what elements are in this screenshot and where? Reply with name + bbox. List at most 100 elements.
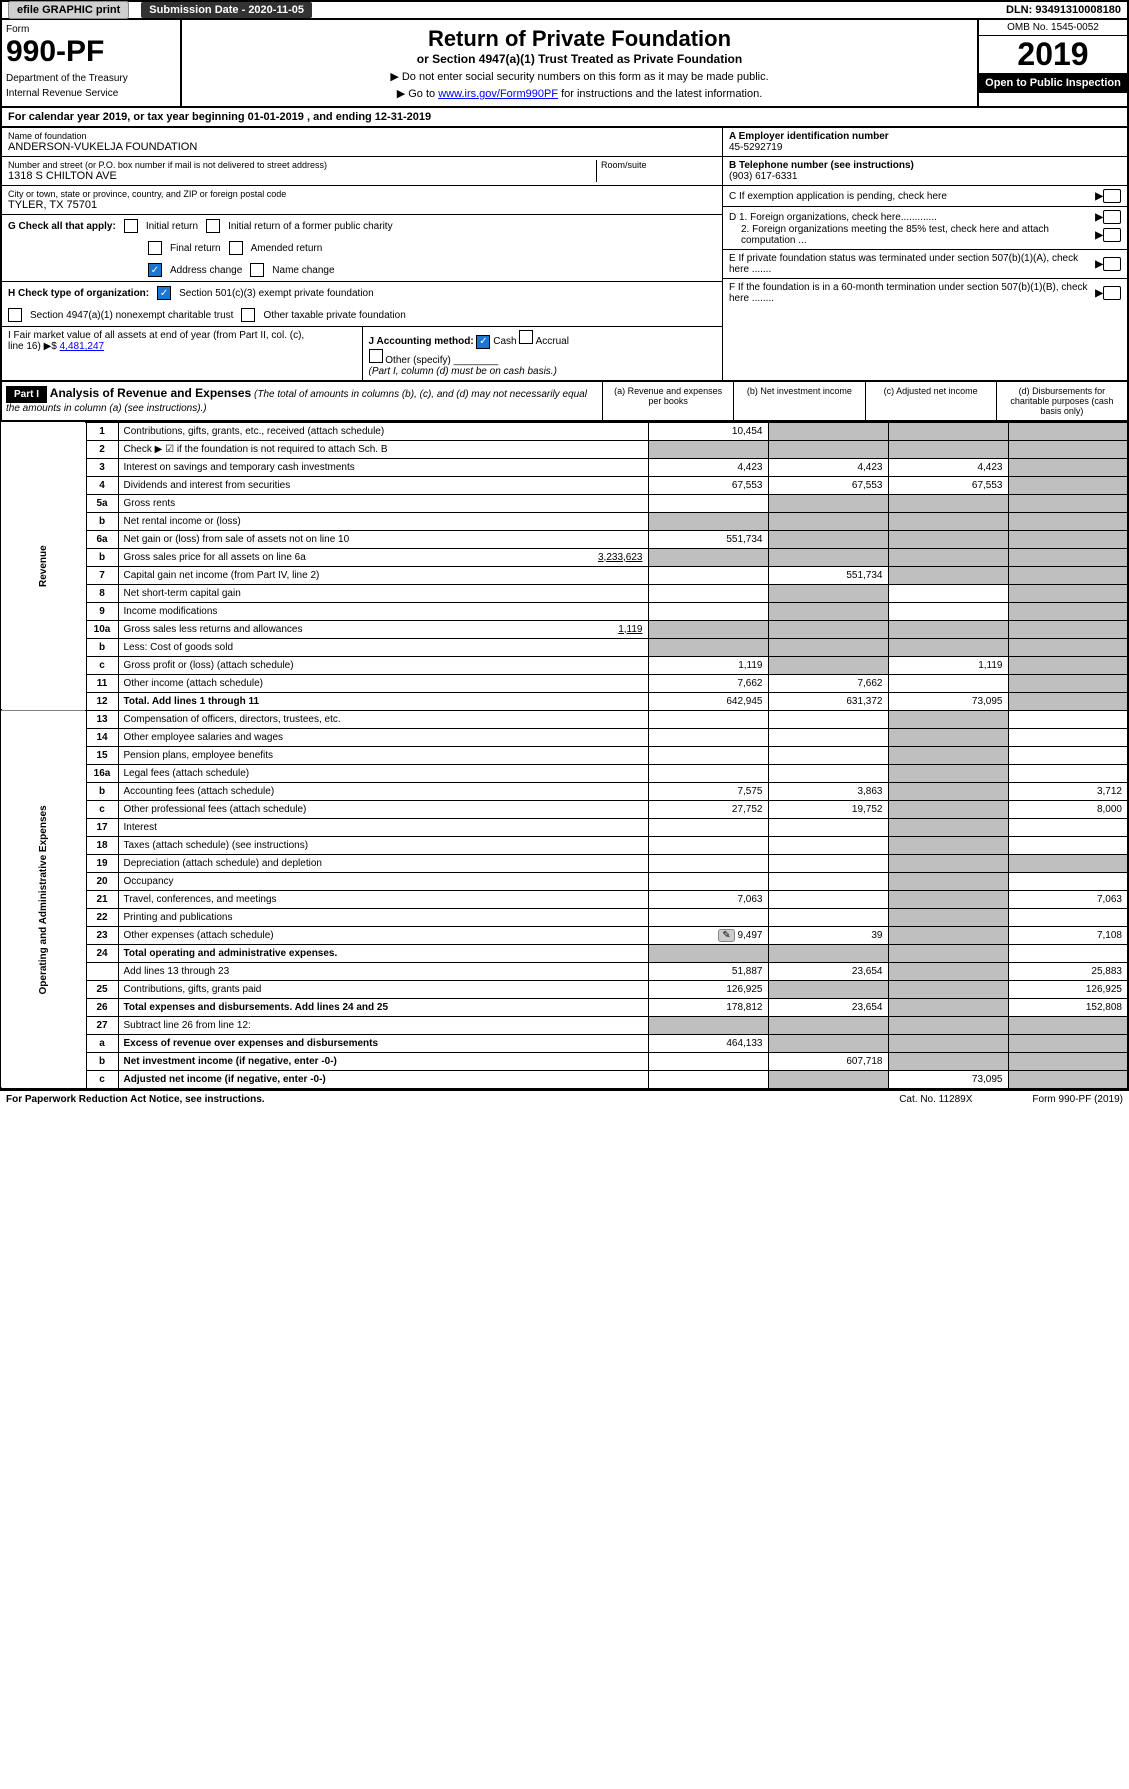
lbl-initial-former: Initial return of a former public charit… (228, 221, 393, 232)
form-number: 990-PF (6, 35, 176, 69)
chk-exemption-pending[interactable] (1103, 189, 1121, 203)
table-row: 25Contributions, gifts, grants paid126,9… (1, 980, 1128, 998)
table-row: 22Printing and publications (1, 908, 1128, 926)
table-row: 4Dividends and interest from securities6… (1, 476, 1128, 494)
table-row: 15Pension plans, employee benefits (1, 746, 1128, 764)
table-row: 5aGross rents (1, 494, 1128, 512)
open-public-badge: Open to Public Inspection (979, 73, 1127, 93)
table-row: 27Subtract line 26 from line 12: (1, 1016, 1128, 1034)
lbl-initial: Initial return (146, 221, 198, 232)
expenses-side-label: Operating and Administrative Expenses (1, 710, 86, 1089)
notice-goto-post: for instructions and the latest informat… (561, 88, 762, 100)
chk-address-change[interactable]: ✓ (148, 263, 162, 277)
table-row: 24Total operating and administrative exp… (1, 944, 1128, 962)
chk-4947[interactable] (8, 308, 22, 322)
street-address: 1318 S CHILTON AVE (8, 170, 596, 182)
table-row: 14Other employee salaries and wages (1, 728, 1128, 746)
h-label: H Check type of organization: (8, 288, 149, 299)
irs-link[interactable]: www.irs.gov/Form990PF (438, 88, 558, 100)
chk-name-change[interactable] (250, 263, 264, 277)
table-row: 18Taxes (attach schedule) (see instructi… (1, 836, 1128, 854)
calendar-year-line: For calendar year 2019, or tax year begi… (0, 108, 1129, 128)
table-row: Add lines 13 through 2351,88723,65425,88… (1, 962, 1128, 980)
revenue-side-label: Revenue (1, 422, 86, 710)
chk-amended[interactable] (229, 241, 243, 255)
chk-other-method[interactable] (369, 349, 383, 363)
part1-title: Analysis of Revenue and Expenses (50, 386, 251, 400)
chk-initial-former[interactable] (206, 219, 220, 233)
col-c-header: (c) Adjusted net income (865, 382, 996, 420)
form-title: Return of Private Foundation (188, 26, 971, 52)
top-bar: efile GRAPHIC print Submission Date - 20… (0, 0, 1129, 20)
lbl-cash: Cash (493, 336, 516, 347)
chk-final[interactable] (148, 241, 162, 255)
table-row: cOther professional fees (attach schedul… (1, 800, 1128, 818)
part1-tag: Part I (6, 386, 47, 403)
chk-85pct[interactable] (1103, 228, 1121, 242)
table-row: 10aGross sales less returns and allowanc… (1, 620, 1128, 638)
chk-initial[interactable] (124, 219, 138, 233)
chk-foreign-org[interactable] (1103, 210, 1121, 224)
table-row: 12Total. Add lines 1 through 11642,94563… (1, 692, 1128, 710)
submission-date: Submission Date - 2020-11-05 (141, 2, 312, 18)
b-label: B Telephone number (see instructions) (729, 160, 914, 171)
table-row: 6aNet gain or (loss) from sale of assets… (1, 530, 1128, 548)
chk-cash[interactable]: ✓ (476, 335, 490, 349)
paperwork-notice: For Paperwork Reduction Act Notice, see … (6, 1094, 265, 1105)
lbl-address: Address change (170, 265, 242, 276)
room-label: Room/suite (601, 160, 716, 170)
col-b-header: (b) Net investment income (733, 382, 864, 420)
table-row: 8Net short-term capital gain (1, 584, 1128, 602)
efile-print-button[interactable]: efile GRAPHIC print (8, 1, 129, 19)
form-ref: Form 990-PF (2019) (1032, 1094, 1123, 1105)
table-row: cAdjusted net income (if negative, enter… (1, 1070, 1128, 1089)
cat-no: Cat. No. 11289X (899, 1094, 972, 1105)
d1-label: D 1. Foreign organizations, check here..… (729, 212, 1095, 223)
lbl-accrual: Accrual (536, 336, 569, 347)
table-row: 11Other income (attach schedule)7,6627,6… (1, 674, 1128, 692)
table-row: 3Interest on savings and temporary cash … (1, 458, 1128, 476)
chk-60month[interactable] (1103, 286, 1121, 300)
irs-label: Internal Revenue Service (6, 88, 176, 99)
table-row: 7Capital gain net income (from Part IV, … (1, 566, 1128, 584)
table-row: 23Other expenses (attach schedule)✎ 9,49… (1, 926, 1128, 944)
fmv-value-link[interactable]: 4,481,247 (60, 341, 105, 352)
dln: DLN: 93491310008180 (1000, 2, 1127, 18)
chk-501c3[interactable]: ✓ (157, 286, 171, 300)
lbl-501c3: Section 501(c)(3) exempt private foundat… (179, 288, 374, 299)
chk-terminated[interactable] (1103, 257, 1121, 271)
notice-goto-pre: ▶ Go to (397, 88, 438, 100)
addr-label: Number and street (or P.O. box number if… (8, 160, 596, 170)
table-row: 9Income modifications (1, 602, 1128, 620)
table-row: bNet investment income (if negative, ent… (1, 1052, 1128, 1070)
d2-label: 2. Foreign organizations meeting the 85%… (729, 224, 1095, 246)
c-label: C If exemption application is pending, c… (729, 191, 1095, 202)
table-row: aExcess of revenue over expenses and dis… (1, 1034, 1128, 1052)
col-d-header: (d) Disbursements for charitable purpose… (996, 382, 1127, 420)
dept-treasury: Department of the Treasury (6, 73, 176, 84)
table-row: 19Depreciation (attach schedule) and dep… (1, 854, 1128, 872)
part1-header: Part I Analysis of Revenue and Expenses … (0, 382, 1129, 422)
lbl-namechg: Name change (272, 265, 334, 276)
omb-number: OMB No. 1545-0052 (979, 20, 1127, 36)
phone: (903) 617-6331 (729, 171, 797, 182)
chk-other-taxable[interactable] (241, 308, 255, 322)
table-row: 26Total expenses and disbursements. Add … (1, 998, 1128, 1016)
part1-table: Revenue1Contributions, gifts, grants, et… (0, 422, 1129, 1090)
table-row: bNet rental income or (loss) (1, 512, 1128, 530)
lbl-other-method: Other (specify) (385, 355, 451, 366)
e-label: E If private foundation status was termi… (729, 253, 1095, 275)
g-label: G Check all that apply: (8, 221, 116, 232)
chk-accrual[interactable] (519, 330, 533, 344)
ein: 45-5292719 (729, 142, 782, 153)
col-a-header: (a) Revenue and expenses per books (602, 382, 733, 420)
page-footer: For Paperwork Reduction Act Notice, see … (0, 1090, 1129, 1108)
f-label: F If the foundation is in a 60-month ter… (729, 282, 1095, 304)
lbl-4947: Section 4947(a)(1) nonexempt charitable … (30, 310, 233, 321)
table-row: cGross profit or (loss) (attach schedule… (1, 656, 1128, 674)
table-row: 20Occupancy (1, 872, 1128, 890)
j-label: J Accounting method: (369, 336, 474, 347)
form-label: Form (6, 24, 176, 35)
table-row: 21Travel, conferences, and meetings7,063… (1, 890, 1128, 908)
j-note: (Part I, column (d) must be on cash basi… (369, 366, 557, 377)
